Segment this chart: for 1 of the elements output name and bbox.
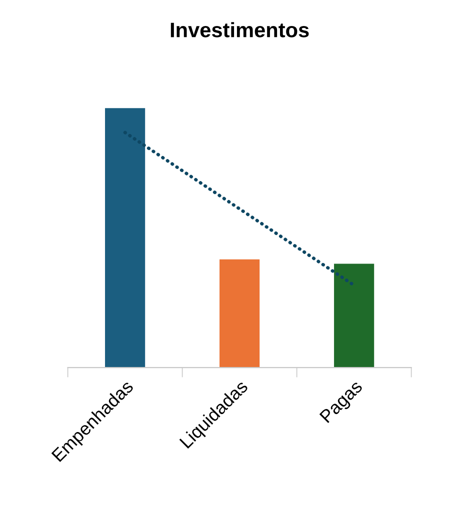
chart-title: Investimentos: [170, 22, 309, 38]
